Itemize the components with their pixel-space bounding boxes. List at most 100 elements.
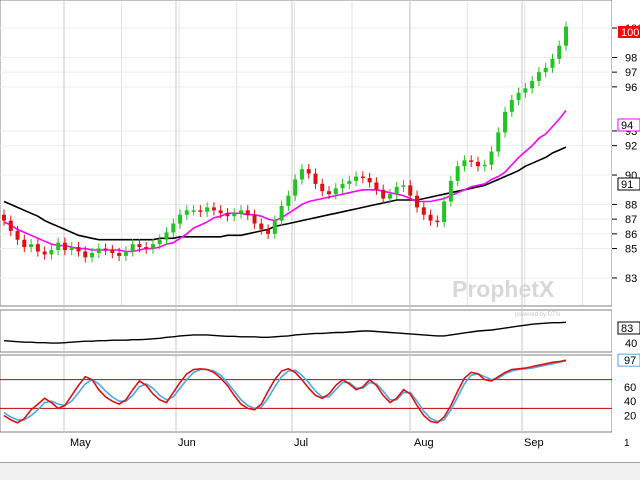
candle-body: [381, 189, 386, 199]
candle-body: [489, 151, 494, 165]
ma-fast-badge: [617, 118, 640, 132]
ma-slow-badge: [617, 177, 640, 191]
candle-body: [293, 179, 298, 196]
price-tick-label: 92: [625, 141, 637, 153]
candle-body: [211, 207, 216, 211]
candle-body: [110, 250, 115, 253]
candle-body: [347, 180, 352, 184]
candle-body: [69, 247, 74, 251]
candle-body: [286, 195, 291, 206]
candle-body: [42, 251, 47, 255]
candle-body: [56, 242, 61, 251]
candle-body: [401, 185, 406, 187]
slow-ma-line: [3, 146, 567, 241]
candle-body: [130, 244, 135, 252]
indicator-line: [3, 321, 567, 344]
candle-body: [266, 229, 271, 234]
candle-body: [96, 248, 101, 253]
price-tick-label: 86: [625, 229, 637, 241]
stochastic-tick-label: 60: [624, 382, 636, 394]
candle-body: [503, 111, 508, 133]
candle-body: [178, 214, 183, 224]
candle-body: [137, 244, 142, 248]
candle-body: [2, 214, 6, 221]
candle-body: [543, 67, 548, 73]
candle-body: [117, 252, 122, 256]
price-tick-label: 85: [625, 244, 637, 256]
stochastic-panel: [0, 354, 613, 433]
stochastic-d-line: [3, 360, 567, 423]
candle-body: [428, 214, 433, 221]
candle-body: [232, 213, 237, 217]
candle-body: [448, 180, 453, 202]
indicator-line-path: [3, 321, 567, 344]
candle-body: [482, 164, 487, 167]
candle-body: [238, 210, 243, 214]
candle-body: [35, 244, 40, 252]
candle-body: [150, 244, 155, 249]
candle-body: [90, 252, 95, 258]
price-axis-area: [612, 0, 640, 462]
candle-body: [496, 132, 501, 152]
candle-body: [252, 214, 257, 224]
price-tick-label: 96: [625, 82, 637, 94]
horizontal-scrollbar[interactable]: [0, 462, 640, 480]
candle-body: [313, 173, 318, 184]
gridlines: [0, 0, 612, 432]
stochastic-lines: [0, 359, 612, 424]
candle-body: [367, 177, 372, 183]
panel2-tick-label: 40: [625, 338, 637, 350]
candle-body: [76, 247, 81, 252]
candle-body: [509, 100, 514, 112]
price-axis: 10098979693929088878685834097604020: [612, 23, 640, 423]
candle-body: [564, 26, 568, 46]
candle-body: [455, 166, 460, 181]
candle-body: [340, 183, 345, 189]
price-tick-label: 83: [625, 273, 637, 285]
panel2-last-badge: [617, 321, 640, 335]
stochastic-tick-label: 20: [624, 411, 636, 423]
candle-body: [272, 220, 277, 234]
price-tick-label: 87: [625, 214, 637, 226]
price-tick-label: 97: [625, 67, 637, 79]
candle-body: [205, 207, 210, 212]
month-label: Jun: [178, 437, 196, 449]
candle-body: [360, 176, 365, 179]
candle-body: [354, 176, 359, 181]
candle-body: [103, 248, 108, 251]
candle-body: [259, 223, 264, 230]
candle-body: [435, 220, 440, 223]
candle-body: [523, 88, 528, 93]
watermark-brand: ProphetX: [452, 276, 555, 302]
candle-body: [29, 244, 34, 248]
candle-body: [299, 169, 304, 180]
price-tick-label: 98: [625, 52, 637, 64]
candle-body: [198, 210, 203, 212]
last-price-label: 100: [621, 27, 639, 39]
candle-body: [550, 58, 555, 68]
candle-body: [164, 232, 169, 240]
stochastic-tick-label: 40: [624, 396, 636, 408]
slow-moving-average: [3, 146, 567, 241]
ma-slow-label: 91: [621, 179, 633, 191]
candle-body: [536, 72, 541, 81]
candle-body: [157, 239, 162, 245]
candle-body: [191, 210, 196, 212]
candle-body: [557, 45, 562, 59]
candle-body: [306, 169, 311, 174]
candlesticks: [2, 21, 568, 263]
candle-body: [442, 201, 447, 223]
ma-fast-label: 94: [621, 120, 633, 132]
candle-body: [279, 205, 284, 221]
candle-body: [333, 188, 338, 195]
candle-body: [22, 239, 27, 248]
candle-body: [15, 230, 20, 240]
candle-body: [218, 210, 223, 214]
candle-body: [469, 160, 474, 162]
candle-body: [327, 191, 332, 195]
stochastic-tick-label: 97: [624, 355, 636, 367]
month-label: Aug: [414, 437, 434, 449]
month-label: May: [70, 437, 91, 449]
